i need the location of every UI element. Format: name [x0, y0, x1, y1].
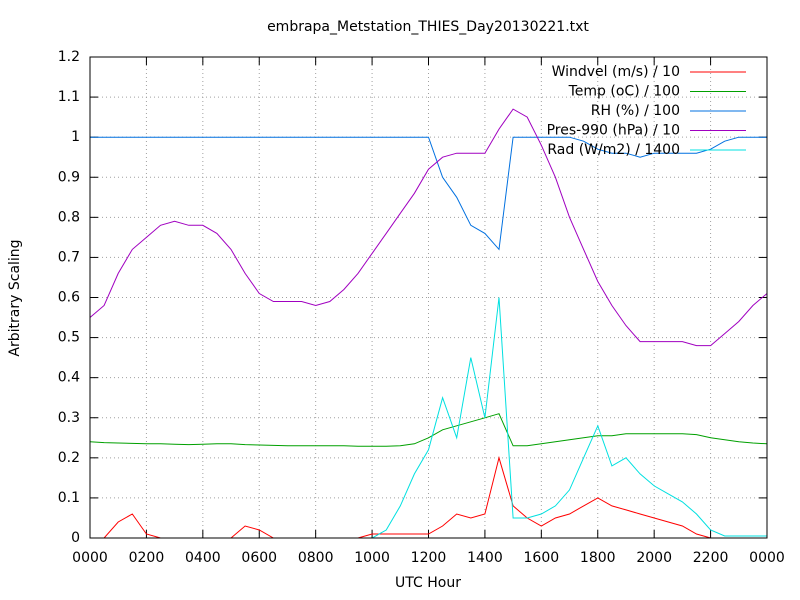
y-axis-label: Arbitrary Scaling [7, 239, 23, 356]
y-tick-label: 0.9 [58, 169, 80, 185]
y-tick-label: 1.2 [58, 49, 80, 65]
plot-border [89, 56, 768, 539]
chart-title: embrapa_Metstation_THIES_Day20130221.txt [267, 19, 589, 35]
x-tick-label: 1600 [524, 550, 560, 566]
legend-label: Windvel (m/s) / 10 [552, 64, 680, 80]
x-tick-label: 0000 [72, 550, 108, 566]
y-tick-label: 0.7 [58, 249, 80, 265]
y-tick-label: 0.6 [58, 290, 80, 306]
y-tick-label: 0.5 [58, 330, 80, 346]
y-tick-label: 0 [71, 530, 80, 546]
series-line [89, 108, 768, 347]
x-tick-label: 0600 [241, 550, 277, 566]
y-tick-label: 0.1 [58, 490, 80, 506]
x-tick-label: 1400 [467, 550, 503, 566]
series-line [89, 413, 768, 447]
x-axis-label: UTC Hour [395, 575, 461, 591]
y-tick-label: 0.3 [58, 410, 80, 426]
y-tick-label: 1 [71, 129, 80, 145]
x-tick-label: 0000 [749, 550, 785, 566]
x-tick-label: 2200 [693, 550, 729, 566]
y-tick-label: 0.4 [58, 370, 80, 386]
legend-label: Rad (W/m2) / 1400 [547, 142, 680, 158]
x-tick-label: 0400 [185, 550, 221, 566]
x-tick-label: 1800 [580, 550, 616, 566]
y-tick-label: 0.8 [58, 209, 80, 225]
x-tick-label: 1000 [354, 550, 390, 566]
legend-label: Pres-990 (hPa) / 10 [547, 123, 680, 139]
x-tick-label: 2000 [636, 550, 672, 566]
x-tick-label: 0200 [129, 550, 165, 566]
x-tick-label: 1200 [411, 550, 447, 566]
legend-label: RH (%) / 100 [591, 103, 680, 119]
x-tick-label: 0800 [298, 550, 334, 566]
y-tick-label: 1.1 [58, 89, 80, 105]
y-tick-label: 0.2 [58, 450, 80, 466]
series-line [90, 136, 767, 251]
legend-label: Temp (oC) / 100 [568, 84, 680, 100]
